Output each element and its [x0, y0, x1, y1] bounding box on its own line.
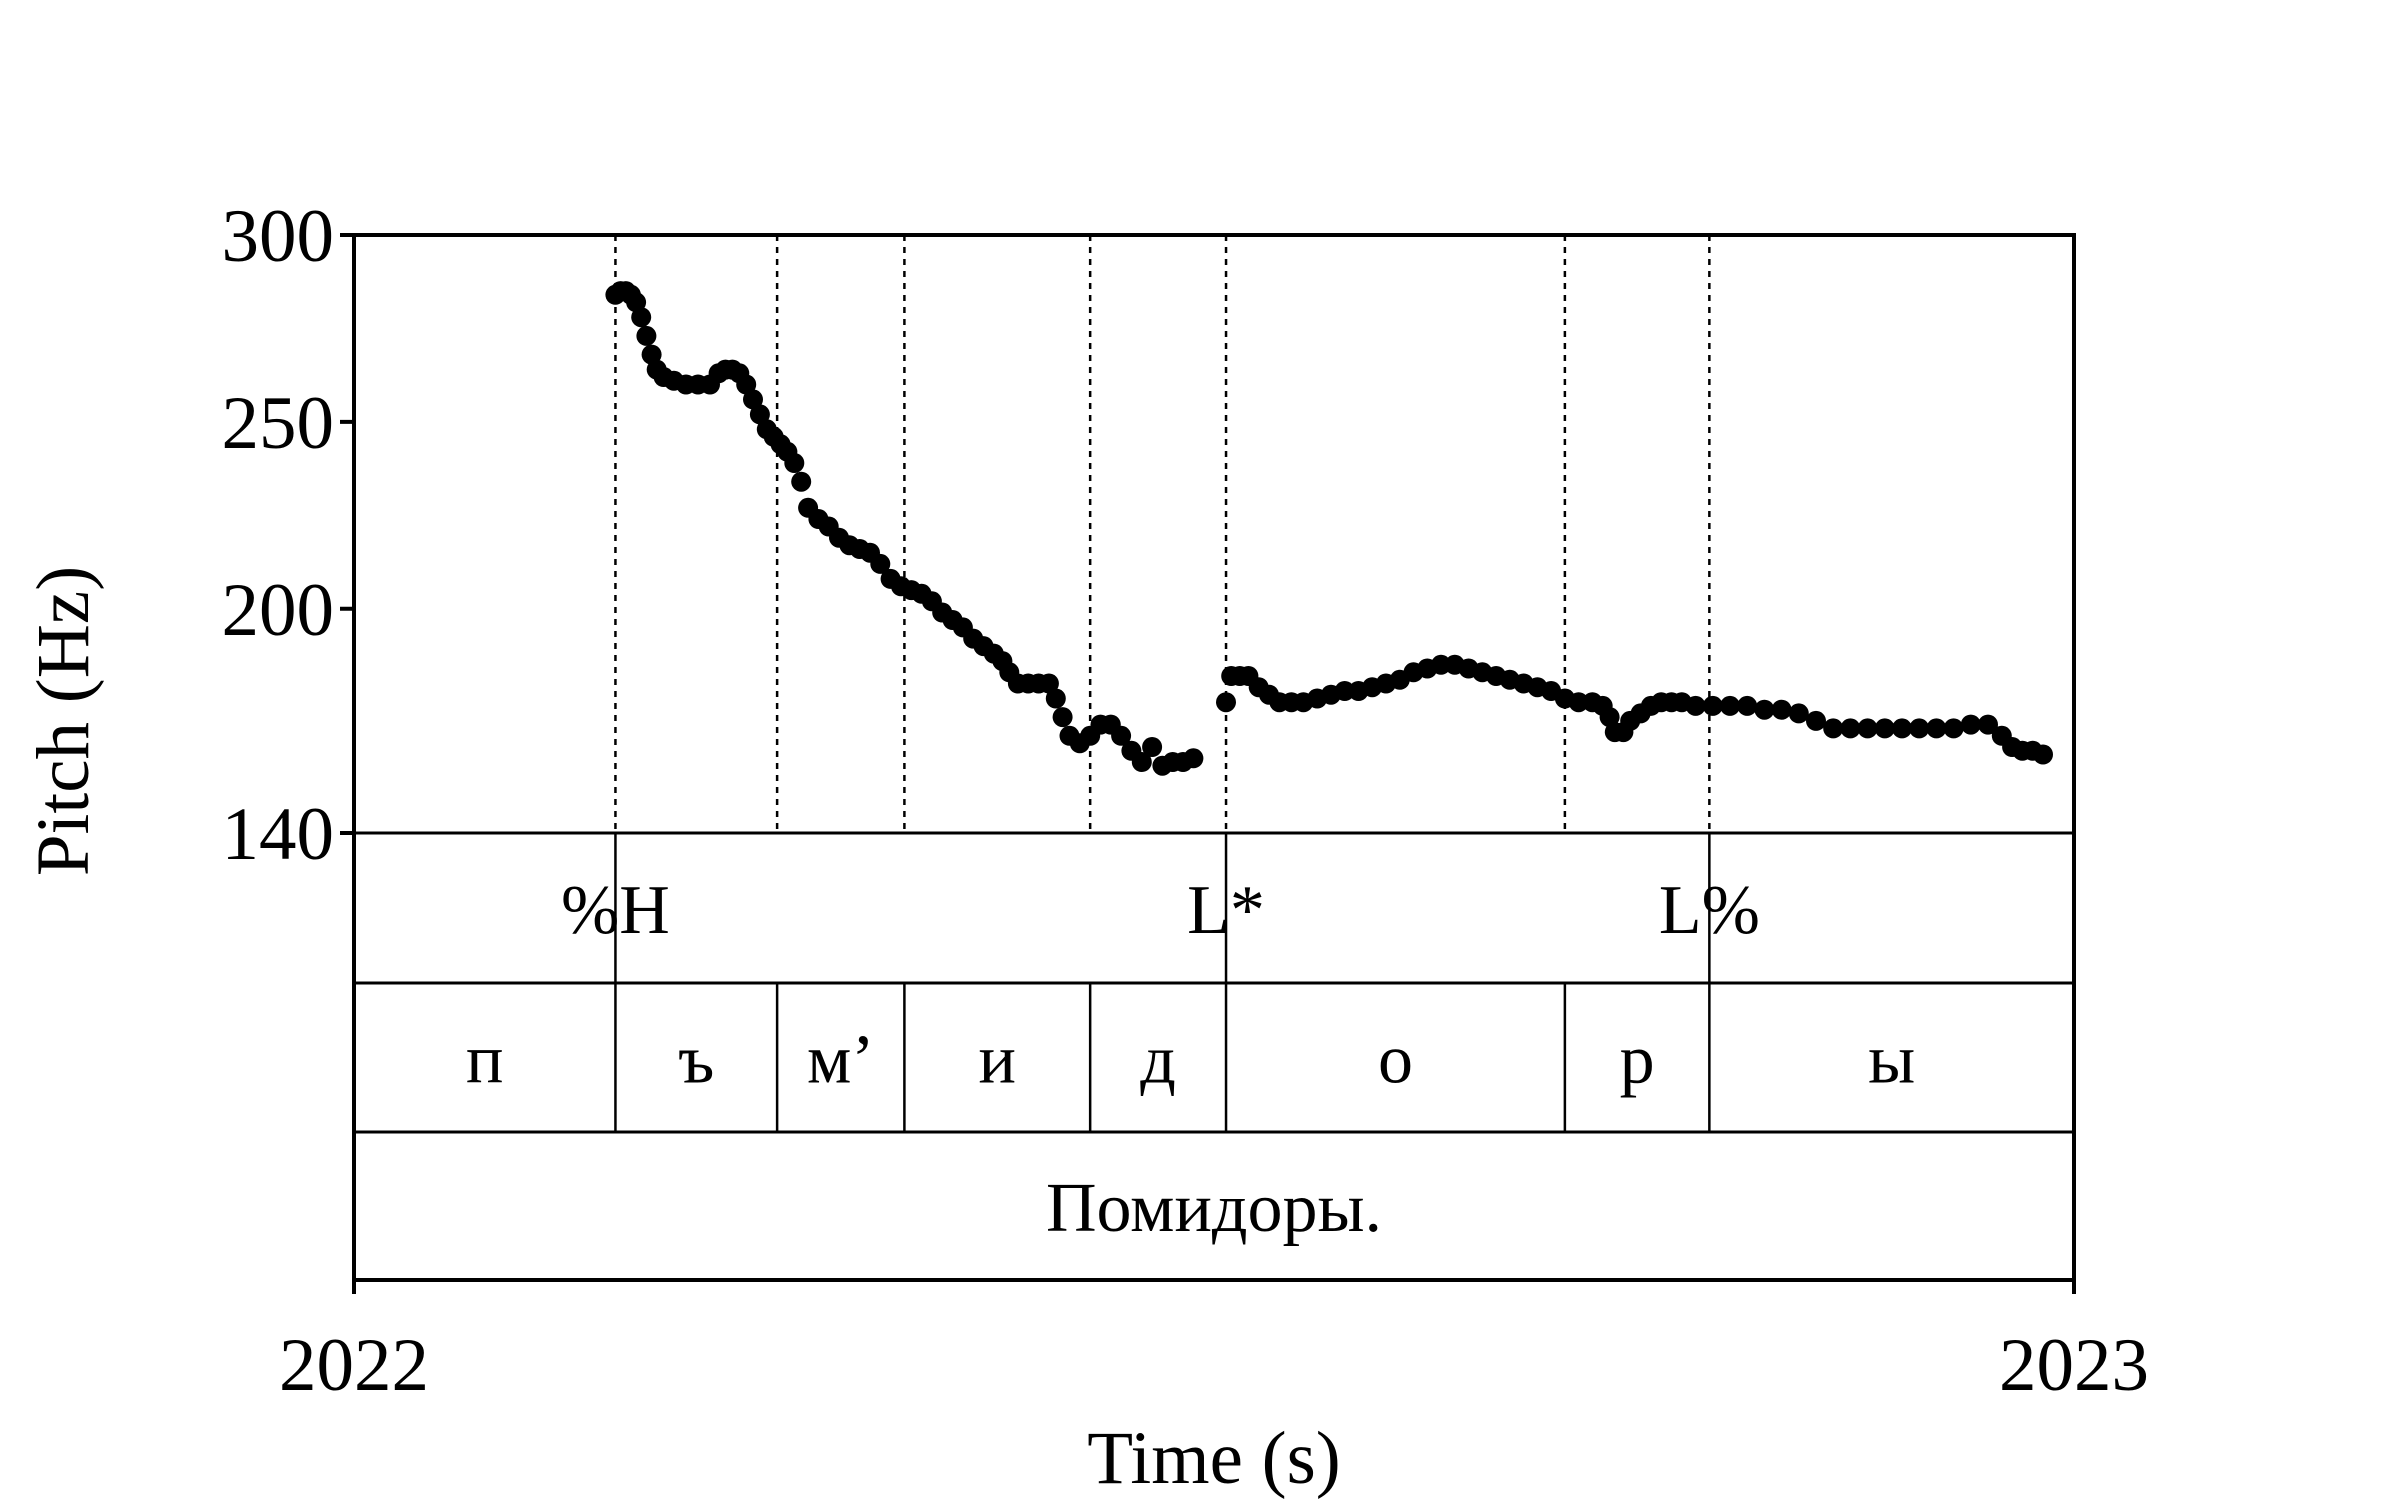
data-point — [1702, 695, 1723, 716]
data-point — [1840, 718, 1861, 739]
data-point — [870, 553, 891, 574]
data-point — [1771, 699, 1792, 720]
data-point — [2033, 744, 2053, 765]
y-tick-label: 140 — [222, 793, 335, 876]
data-point — [1806, 710, 1826, 731]
data-point — [1874, 718, 1895, 739]
data-point — [736, 374, 757, 395]
data-point — [1568, 692, 1589, 713]
data-point — [1823, 718, 1844, 739]
boundary-gridlines — [614, 235, 1711, 833]
segment-label: ы — [1868, 1022, 1915, 1099]
data-point — [1142, 737, 1163, 757]
data-point — [791, 471, 812, 492]
data-point — [1909, 718, 1930, 739]
y-axis-title: Pitch (Hz) — [22, 566, 105, 876]
axes: 140 200 250 300 2022 2023 — [222, 195, 2150, 1407]
data-point — [1720, 695, 1740, 716]
data-point — [1038, 673, 1059, 694]
data-point — [1788, 703, 1809, 724]
data-point — [1754, 699, 1775, 720]
x-tick-label: 2023 — [1999, 1324, 2149, 1407]
data-point — [1926, 718, 1947, 739]
segment-label: п — [466, 1022, 503, 1099]
data-point — [1857, 718, 1878, 739]
tone-label: L% — [1659, 872, 1760, 949]
data-point — [1183, 748, 1204, 769]
segment-label: р — [1620, 1022, 1655, 1099]
annotation-tiers: %H L* L% п ъ м’ и д о р ы Помидоры. — [354, 831, 2074, 1247]
data-point — [1943, 718, 1964, 739]
data-point — [1599, 707, 1620, 728]
data-point — [631, 307, 652, 328]
x-tick-label: 2022 — [279, 1324, 429, 1407]
segment-label: м’ — [807, 1022, 875, 1099]
tone-label: %H — [561, 872, 670, 949]
data-point — [1685, 695, 1706, 716]
data-point — [743, 389, 763, 410]
data-point — [1431, 654, 1451, 675]
data-point — [641, 344, 662, 365]
tone-label: L* — [1187, 872, 1265, 949]
data-point — [1131, 752, 1152, 772]
word-label: Помидоры. — [1046, 1170, 1382, 1247]
data-point — [784, 453, 805, 473]
data-point — [1111, 725, 1132, 746]
data-point — [1960, 714, 1981, 735]
data-point — [1334, 681, 1355, 701]
segment-label: и — [979, 1022, 1016, 1099]
data-point — [636, 325, 657, 346]
pitch-points — [605, 281, 2053, 776]
plot-frame — [352, 233, 2076, 1282]
data-point — [749, 404, 770, 425]
y-tick-label: 250 — [222, 382, 335, 465]
data-point — [1978, 714, 1998, 735]
x-axis-title: Time (s) — [1087, 1417, 1341, 1500]
segment-label: д — [1140, 1022, 1176, 1099]
data-point — [1737, 695, 1758, 716]
y-tick-label: 300 — [222, 195, 335, 278]
data-point — [1052, 707, 1073, 728]
data-point — [1892, 718, 1912, 739]
y-tick-label: 200 — [222, 569, 335, 652]
data-point — [1045, 688, 1066, 709]
segment-label: о — [1378, 1022, 1413, 1099]
segment-label: ъ — [678, 1022, 714, 1099]
data-point — [1216, 692, 1236, 713]
